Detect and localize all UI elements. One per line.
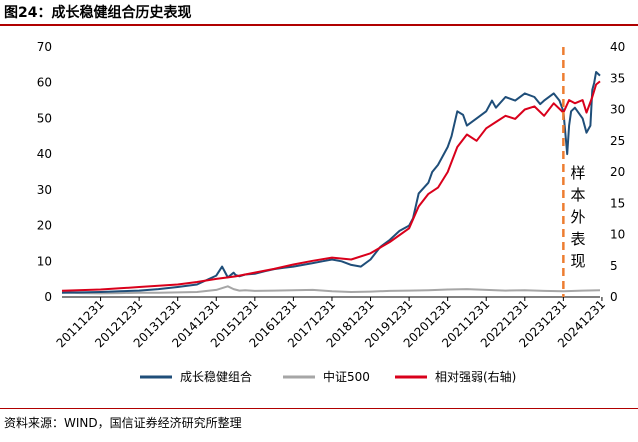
y-left-tick-label: 30 xyxy=(37,183,52,197)
y-right-tick-label: 35 xyxy=(610,71,625,85)
series-line-0 xyxy=(61,71,601,294)
y-left-tick-label: 40 xyxy=(37,147,52,161)
y-left-tick-label: 70 xyxy=(37,40,52,54)
chart-title: 图24：成长稳健组合历史表现 xyxy=(4,5,192,21)
title-divider xyxy=(0,24,638,26)
y-right-tick-label: 5 xyxy=(610,259,618,273)
y-left-tick-label: 0 xyxy=(44,290,52,304)
legend-label-0: 成长稳健组合 xyxy=(180,369,252,384)
legend-label-1: 中证500 xyxy=(323,369,370,384)
series-line-1 xyxy=(61,285,601,295)
y-right-tick-label: 0 xyxy=(610,290,618,304)
y-right-tick-label: 20 xyxy=(610,165,625,179)
y-left-tick-label: 60 xyxy=(37,76,52,90)
y-right-tick-label: 10 xyxy=(610,228,625,242)
source-note: 资料来源：WIND，国信证券经济研究所整理 xyxy=(4,416,242,430)
y-right-tick-label: 15 xyxy=(610,196,625,210)
annotation-char: 现 xyxy=(570,252,585,270)
y-right-tick-label: 25 xyxy=(610,134,625,148)
y-right-tick-label: 30 xyxy=(610,103,625,117)
annotation-char: 样 xyxy=(570,164,585,182)
legend-label-2: 相对强弱(右轴) xyxy=(435,369,516,384)
line-chart: 0102030405060700510152025303540201112312… xyxy=(37,40,626,384)
annotation-char: 外 xyxy=(570,208,585,226)
y-left-tick-label: 50 xyxy=(37,111,52,125)
y-right-tick-label: 40 xyxy=(610,40,625,54)
y-left-tick-label: 20 xyxy=(37,219,52,233)
y-left-tick-label: 10 xyxy=(37,254,52,268)
series-line-2 xyxy=(61,80,601,292)
annotation-char: 表 xyxy=(570,230,585,248)
footer-divider xyxy=(0,408,638,409)
annotation-char: 本 xyxy=(570,186,585,204)
